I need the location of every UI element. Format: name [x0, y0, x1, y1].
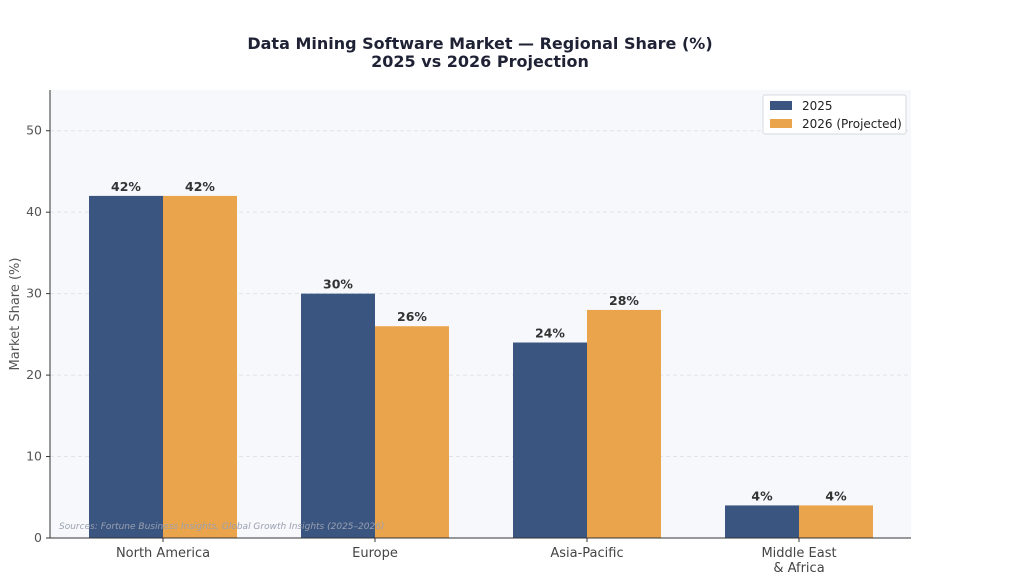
- bar-middle-east-africa-2025: [725, 505, 799, 538]
- bar-north-america-2025: [89, 195, 163, 538]
- bar-europe-2026-projected: [375, 326, 449, 538]
- x-tick-label-middle-east-africa: Middle East & Africa: [761, 546, 836, 576]
- x-tick-label-asia-pacific: Asia-Pacific: [550, 546, 623, 561]
- bar-value-labels: 42% 42% 30% 26% 24% 28% 4% 4%: [111, 179, 847, 504]
- legend-label-2025: 2025: [802, 99, 833, 113]
- y-tick-label-40: 40: [26, 204, 42, 219]
- y-tick-label-50: 50: [26, 123, 42, 138]
- bar-asia-pacific-2025: [513, 342, 587, 538]
- x-tick-label-north-america: North America: [116, 546, 210, 561]
- bar-value-label-north-america-2025: 42%: [111, 179, 141, 194]
- bar-europe-2025: [301, 293, 375, 538]
- bar-middle-east-africa-2026-projected: [799, 505, 873, 538]
- y-tick-label-10: 10: [26, 449, 42, 464]
- source-note: Sources: Fortune Business Insights, Glob…: [59, 522, 384, 532]
- bar-value-label-north-america-2026-projected: 42%: [185, 179, 215, 194]
- y-tick-label-20: 20: [26, 367, 42, 382]
- bar-asia-pacific-2026-projected: [587, 309, 661, 538]
- bar-value-label-middle-east-africa-2026-projected: 4%: [825, 488, 847, 503]
- bar-value-label-asia-pacific-2025: 24%: [535, 326, 565, 341]
- bar-value-label-asia-pacific-2026-projected: 28%: [609, 293, 639, 308]
- chart-title: Data Mining Software Market — Regional S…: [247, 34, 712, 53]
- y-tick-label-0: 0: [34, 530, 42, 545]
- y-ticks: 0 10 20 30 40 50: [26, 123, 50, 545]
- chart-subtitle: 2025 vs 2026 Projection: [371, 52, 589, 71]
- y-axis-title: Market Share (%): [8, 258, 23, 371]
- legend-swatch-2025: [770, 101, 792, 110]
- x-tick-label-europe: Europe: [352, 546, 398, 561]
- bar-value-label-europe-2026-projected: 26%: [397, 309, 427, 324]
- legend: 2025 2026 (Projected): [762, 94, 907, 135]
- bar-value-label-middle-east-africa-2025: 4%: [751, 488, 773, 503]
- bar-value-label-europe-2025: 30%: [323, 277, 353, 292]
- axes: [49, 90, 911, 539]
- legend-label-2026-projected: 2026 (Projected): [802, 117, 902, 131]
- x-ticks: North America Europe Asia-Pacific Middle Ea…: [116, 538, 837, 576]
- legend-swatch-2026: [770, 119, 792, 128]
- bars: [89, 195, 873, 538]
- legend-box: [762, 94, 907, 135]
- y-tick-label-30: 30: [26, 286, 42, 301]
- bar-north-america-2026-projected: [163, 195, 237, 538]
